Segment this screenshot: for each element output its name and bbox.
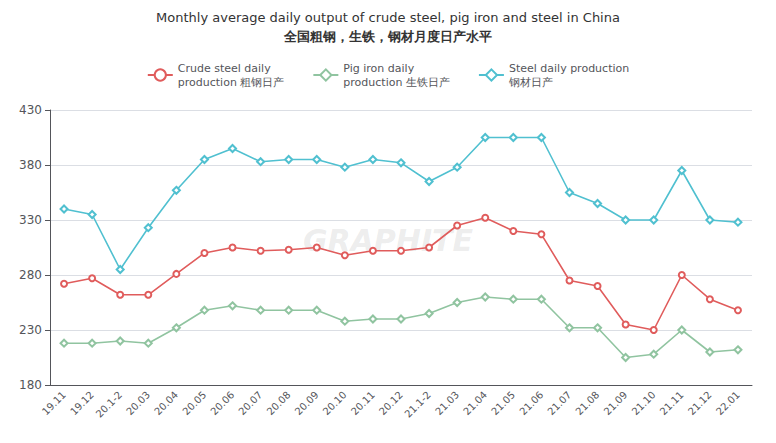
svg-text:230: 230: [19, 323, 42, 337]
svg-text:20.1-2: 20.1-2: [94, 389, 125, 420]
svg-text:21.10: 21.10: [630, 389, 658, 417]
svg-text:GRAPHITE: GRAPHITE: [303, 223, 474, 258]
svg-text:21.11: 21.11: [658, 389, 686, 417]
svg-text:production 生铁日产: production 生铁日产: [343, 76, 450, 89]
svg-text:430: 430: [19, 103, 42, 117]
svg-text:21.05: 21.05: [489, 389, 517, 417]
svg-text:钢材日产: 钢材日产: [508, 76, 553, 89]
svg-text:全国粗钢，生铁，钢材月度日产水平: 全国粗钢，生铁，钢材月度日产水平: [283, 29, 492, 44]
svg-text:Monthly average daily output o: Monthly average daily output of crude st…: [156, 10, 620, 25]
svg-text:21.03: 21.03: [433, 389, 461, 417]
svg-text:21.12: 21.12: [686, 389, 714, 417]
svg-text:20.03: 20.03: [124, 389, 152, 417]
svg-text:Pig iron daily: Pig iron daily: [343, 62, 414, 75]
svg-text:20.06: 20.06: [208, 389, 236, 417]
svg-text:20.05: 20.05: [180, 389, 208, 417]
svg-text:production 粗钢日产: production 粗钢日产: [178, 76, 285, 89]
svg-text:380: 380: [19, 158, 42, 172]
svg-text:180: 180: [19, 378, 42, 392]
svg-text:21.09: 21.09: [602, 389, 630, 417]
svg-text:21.06: 21.06: [517, 389, 545, 417]
svg-text:Steel daily production: Steel daily production: [509, 62, 629, 75]
svg-text:Crude steel daily: Crude steel daily: [178, 62, 271, 75]
svg-text:20.08: 20.08: [265, 389, 293, 417]
svg-text:19.12: 19.12: [68, 389, 96, 417]
svg-text:20.04: 20.04: [152, 389, 180, 417]
svg-text:330: 330: [19, 213, 42, 227]
svg-text:22.01: 22.01: [714, 389, 742, 417]
svg-text:20.07: 20.07: [236, 389, 264, 417]
svg-text:21.1-2: 21.1-2: [402, 389, 433, 420]
svg-text:280: 280: [19, 268, 42, 282]
svg-text:20.10: 20.10: [321, 389, 349, 417]
svg-text:21.07: 21.07: [545, 389, 573, 417]
svg-text:20.12: 20.12: [377, 389, 405, 417]
svg-text:19.11: 19.11: [40, 389, 68, 417]
svg-text:20.09: 20.09: [293, 389, 321, 417]
svg-text:21.04: 21.04: [461, 389, 489, 417]
svg-text:20.11: 20.11: [349, 389, 377, 417]
svg-text:21.08: 21.08: [573, 389, 601, 417]
